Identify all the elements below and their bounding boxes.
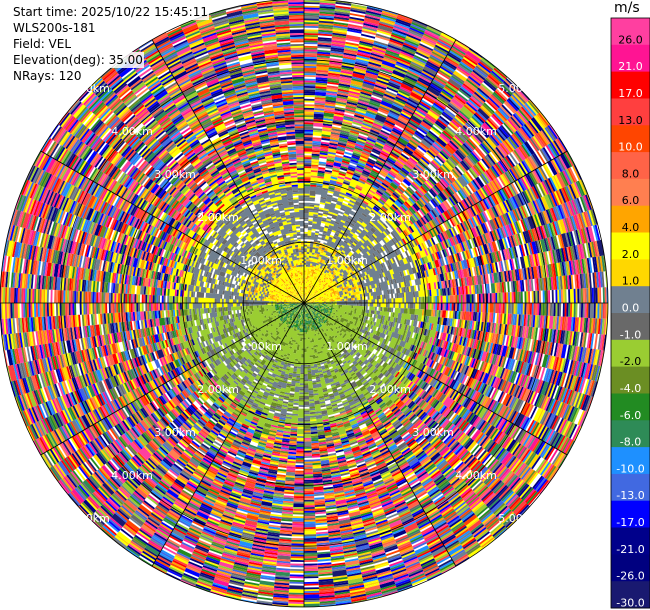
colorbar-label-18: -17.0: [616, 516, 644, 529]
colorbar-swatch-3: [611, 98, 650, 126]
colorbar-label-10: 0.0: [622, 302, 640, 315]
colorbar-label-13: -4.0: [620, 382, 641, 395]
ring-label-2-315: 2.00km: [197, 211, 239, 224]
ring-label-1-315: 1.00km: [240, 254, 282, 267]
colorbar-swatch-10: [611, 286, 650, 314]
ring-label-4-45: 4.00km: [455, 125, 497, 138]
colorbar-swatch-19: [611, 527, 650, 555]
ring-label-2-225: 2.00km: [197, 383, 239, 396]
colorbar-unit: m/s: [614, 0, 640, 16]
azimuth-line-120: [303, 302, 568, 456]
colorbar-label-21: -30.0: [616, 597, 644, 610]
colorbar-swatch-18: [611, 500, 650, 528]
colorbar-label-0: 26.0: [618, 33, 643, 46]
colorbar-frame: [610, 17, 650, 609]
ring-label-5-315: 5.00km: [68, 82, 110, 95]
colorbar-swatch-1: [611, 44, 650, 73]
velocity-bin-group-11: [11, 5, 606, 607]
field-name: Field: VEL: [12, 36, 73, 52]
colorbar-swatch-6: [611, 178, 650, 207]
nrays: NRays: 120: [12, 68, 83, 84]
colorbar-label-11: -1.0: [620, 328, 641, 341]
colorbar-label-3: 13.0: [618, 114, 643, 127]
colorbar-swatch-4: [611, 125, 650, 153]
ring-label-5-225: 5.00km: [68, 512, 110, 525]
colorbar-label-12: -2.0: [620, 355, 641, 368]
colorbar-label-4: 10.0: [618, 141, 643, 154]
colorbar-label-5: 8.0: [622, 167, 640, 180]
azimuth-line-150: [303, 302, 457, 567]
colorbar-label-16: -10.0: [616, 462, 644, 475]
colorbar-swatch-13: [611, 366, 650, 394]
ring-label-1-45: 1.00km: [326, 254, 368, 267]
colorbar-label-7: 4.0: [622, 221, 640, 234]
azimuth-line-30: [303, 39, 457, 304]
velocity-bin-group-6: [5, 6, 607, 590]
colorbar-label-8: 2.0: [622, 248, 640, 261]
colorbar-swatch-0: [611, 18, 650, 46]
colorbar-swatch-9: [611, 259, 650, 287]
colorbar-label-6: 6.0: [622, 194, 640, 207]
ring-labels: 1.00km 1.00km 1.00km 1.00km 2.00km 2.00km 2.00…: [68, 82, 540, 525]
azimuth-line-300: [40, 150, 305, 304]
colorbar-label-1: 21.0: [618, 60, 643, 73]
colorbar-swatch-7: [611, 205, 650, 233]
azimuth-line-210: [151, 302, 305, 567]
velocity-bin-group-5: [10, 0, 587, 604]
colorbar-label-20: -26.0: [616, 570, 644, 583]
polar-grid: [0, 0, 609, 608]
ring-label-1-135: 1.00km: [326, 340, 368, 353]
ring-label-5-45: 5.00km: [498, 82, 540, 95]
ring-label-5-135: 5.00km: [498, 512, 540, 525]
colorbar-swatch-2: [611, 71, 650, 99]
station-name: WLS200s-181: [12, 20, 97, 36]
ring-label-4-225: 4.00km: [111, 469, 153, 482]
colorbar-swatch-15: [611, 420, 650, 448]
azimuth-line-330: [151, 39, 305, 304]
colorbar-label-14: -6.0: [620, 409, 641, 422]
colorbar-label-9: 1.0: [622, 275, 640, 288]
ring-label-1-225: 1.00km: [240, 340, 282, 353]
colorbar-swatch-20: [611, 554, 650, 582]
colorbar-swatch-12: [611, 339, 650, 368]
start-time: Start time: 2025/10/22 15:45:11: [12, 4, 209, 20]
colorbar: 26.0 21.0 17.0 13.0 10.0 8.0 6.0 4.0 2.0 1.0 0.0 -1…: [610, 17, 650, 610]
colorbar-label-2: 17.0: [618, 87, 643, 100]
azimuth-line-60: [303, 150, 568, 304]
info-panel: Start time: 2025/10/22 15:45:11 WLS200s-…: [12, 4, 209, 84]
ring-label-3-135: 3.00km: [412, 426, 454, 439]
colorbar-swatch-21: [611, 581, 650, 609]
colorbar-swatch-8: [611, 232, 650, 260]
ring-label-2-45: 2.00km: [369, 211, 411, 224]
ring-label-2-135: 2.00km: [369, 383, 411, 396]
colorbar-swatch-5: [611, 152, 650, 180]
colorbar-swatch-11: [611, 313, 650, 341]
colorbar-swatch-17: [611, 473, 650, 502]
ring-label-3-225: 3.00km: [154, 426, 196, 439]
elevation: Elevation(deg): 35.00: [12, 52, 144, 68]
ring-label-3-45: 3.00km: [412, 168, 454, 181]
ring-label-4-315: 4.00km: [111, 125, 153, 138]
colorbar-label-17: -13.0: [616, 489, 644, 502]
colorbar-swatch-16: [611, 447, 650, 475]
ring-label-4-135: 4.00km: [455, 469, 497, 482]
colorbar-label-15: -8.0: [620, 436, 641, 449]
ring-label-3-315: 3.00km: [154, 168, 196, 181]
colorbar-swatch-14: [611, 393, 650, 421]
colorbar-label-19: -21.0: [616, 543, 644, 556]
azimuth-line-240: [40, 302, 305, 456]
